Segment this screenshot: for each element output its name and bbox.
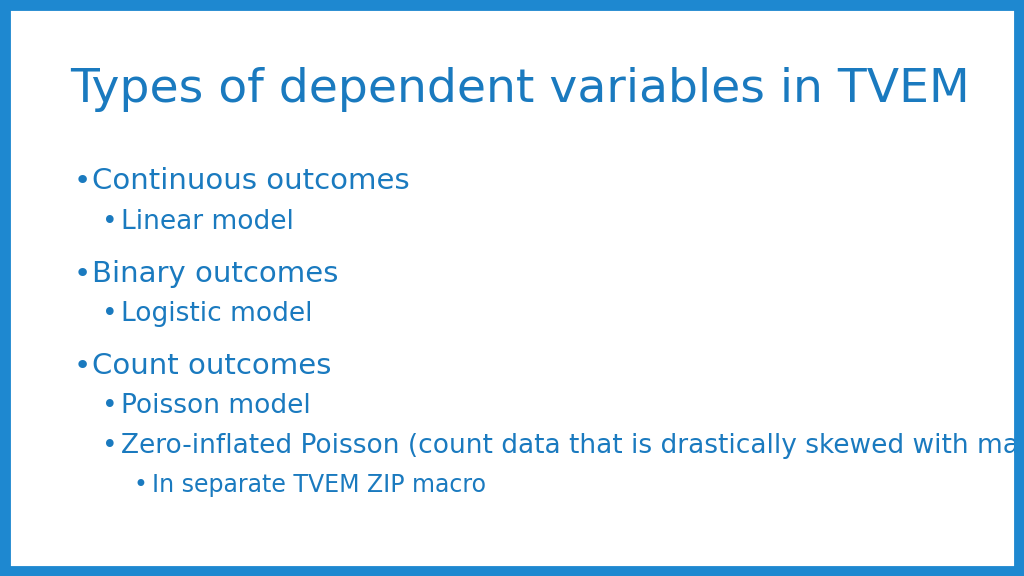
- Text: •: •: [74, 260, 91, 287]
- Text: Poisson model: Poisson model: [121, 393, 310, 419]
- Text: •: •: [133, 473, 147, 497]
- Text: •: •: [102, 301, 118, 327]
- Text: Zero-inflated Poisson (count data that is drastically skewed with many zeroes): Zero-inflated Poisson (count data that i…: [121, 433, 1024, 460]
- Text: Count outcomes: Count outcomes: [92, 352, 332, 380]
- Text: •: •: [102, 393, 118, 419]
- Text: Types of dependent variables in TVEM: Types of dependent variables in TVEM: [70, 67, 970, 112]
- Text: Binary outcomes: Binary outcomes: [92, 260, 339, 287]
- Text: •: •: [102, 433, 118, 460]
- Text: •: •: [74, 352, 91, 380]
- Text: •: •: [74, 168, 91, 195]
- Text: In separate TVEM ZIP macro: In separate TVEM ZIP macro: [152, 473, 485, 497]
- Text: Linear model: Linear model: [121, 209, 294, 235]
- Text: Logistic model: Logistic model: [121, 301, 312, 327]
- Text: Continuous outcomes: Continuous outcomes: [92, 168, 410, 195]
- Text: •: •: [102, 209, 118, 235]
